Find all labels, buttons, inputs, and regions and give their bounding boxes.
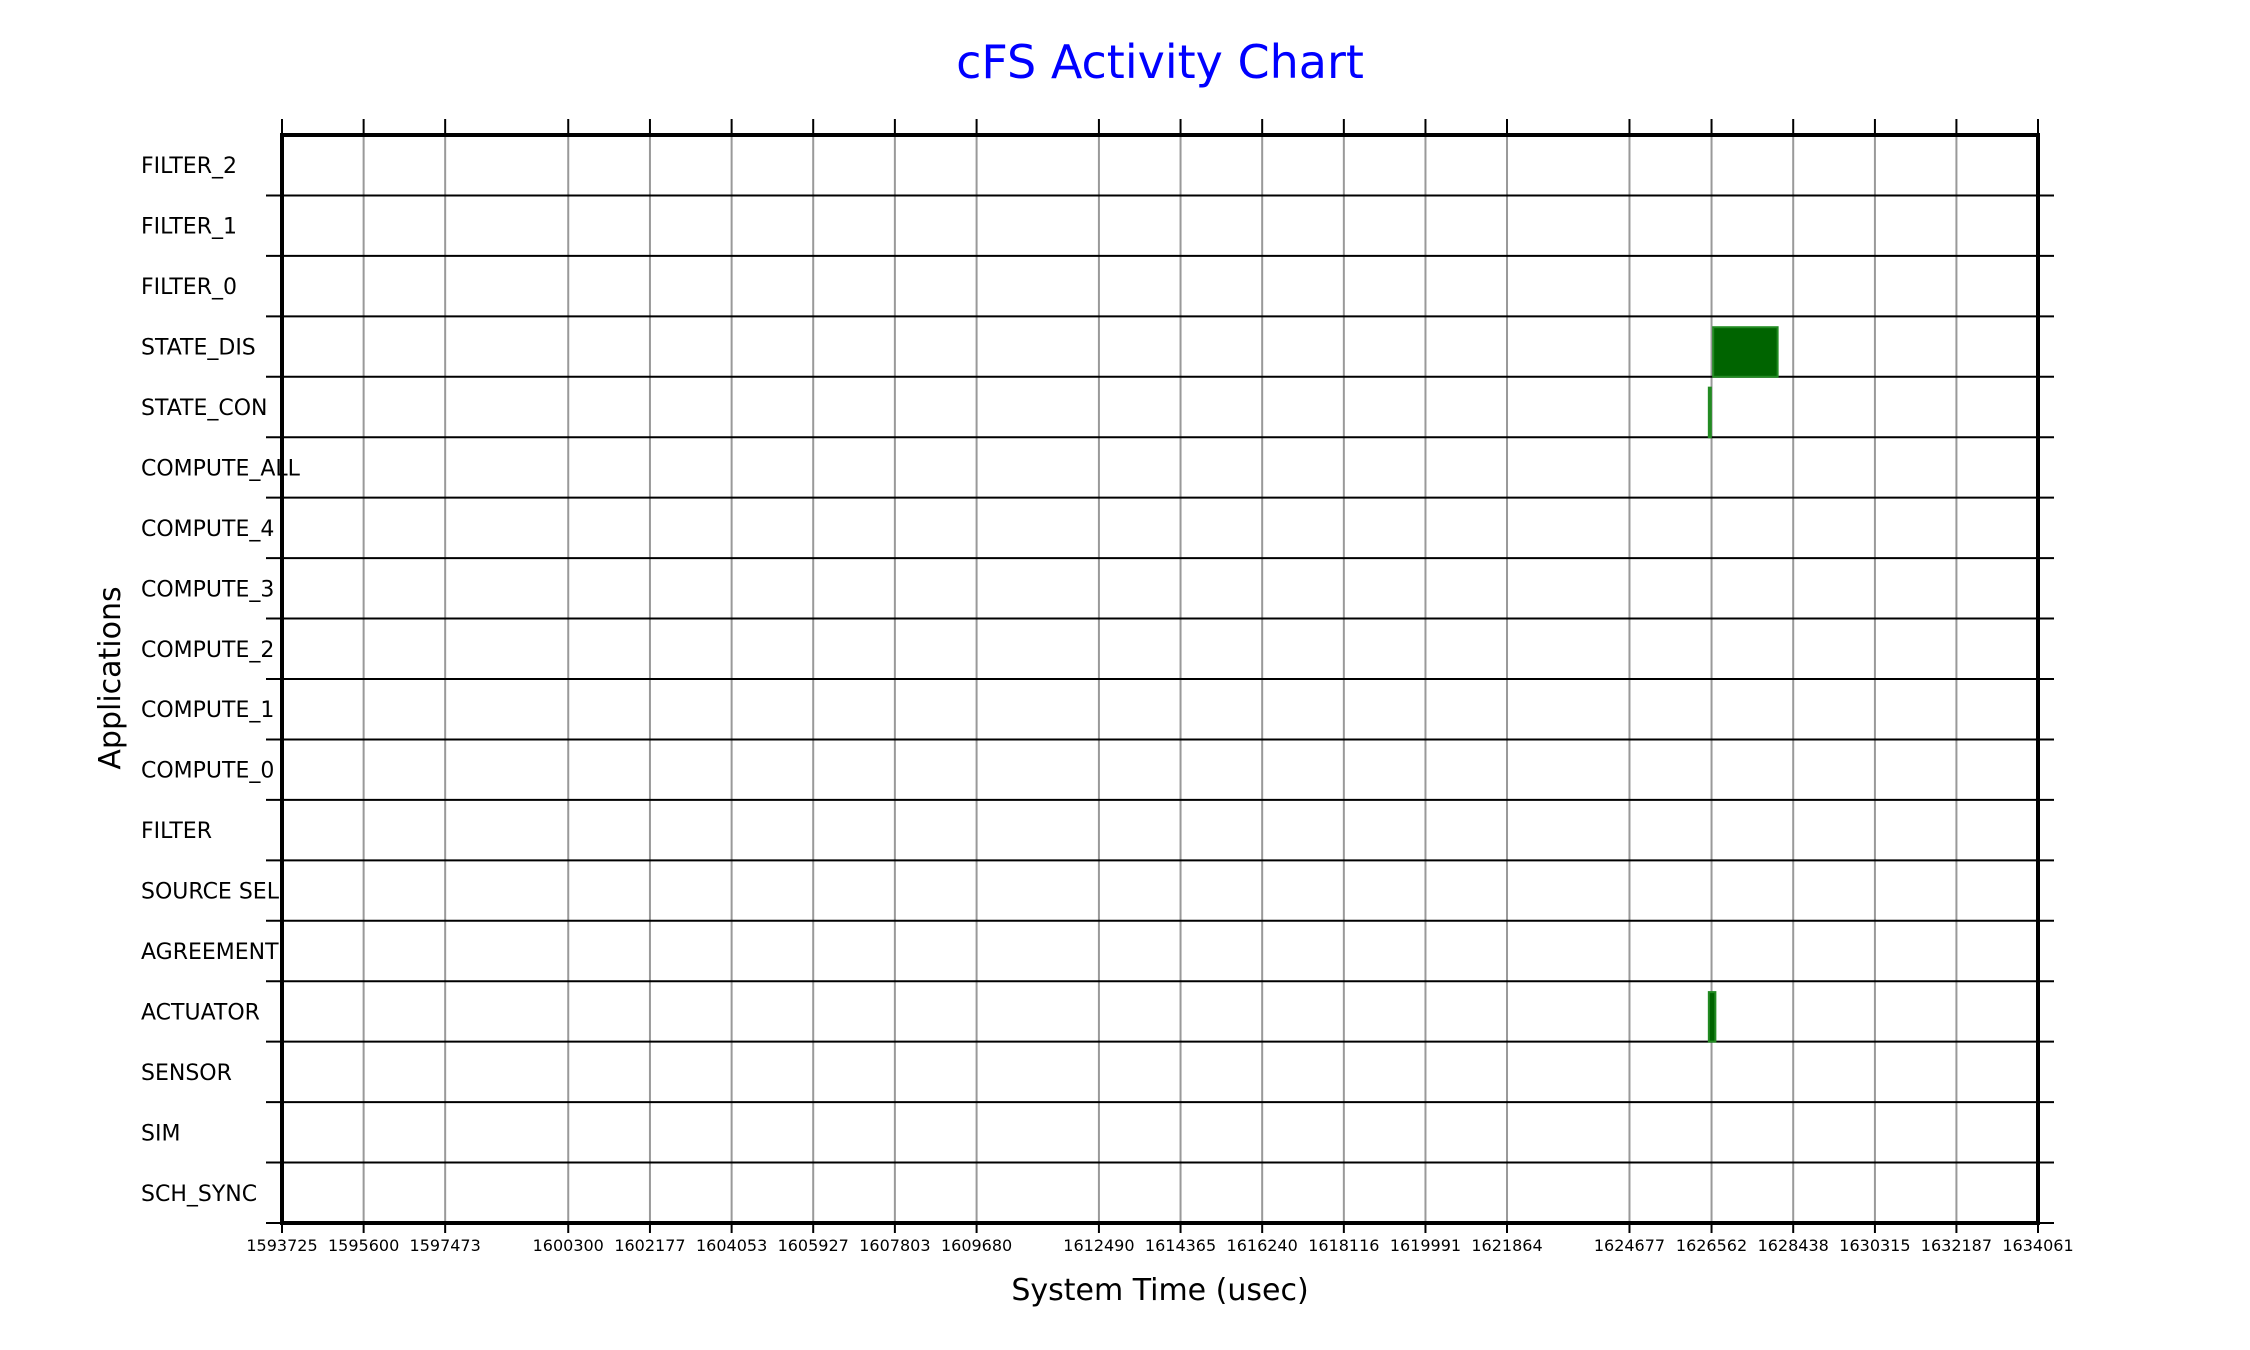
category-label: SOURCE SEL <box>141 880 280 905</box>
category-label: COMPUTE_1 <box>141 698 274 723</box>
x-tick-label: 1619991 <box>1390 1236 1461 1255</box>
x-tick-label: 1607803 <box>859 1236 930 1255</box>
grid-lines <box>281 119 2039 1233</box>
x-tick-label: 1600300 <box>533 1236 604 1255</box>
x-tick-label: 1605927 <box>778 1236 849 1255</box>
activity-bars <box>1707 326 1779 1043</box>
category-label: AGREEMENT <box>141 940 279 965</box>
category-label: COMPUTE_2 <box>141 638 274 663</box>
category-label: ACTUATOR <box>141 1000 260 1025</box>
x-tick-label: 1621864 <box>1471 1236 1542 1255</box>
x-tick-label: 1614365 <box>1145 1236 1216 1255</box>
category-label: COMPUTE_3 <box>141 577 274 602</box>
chart-title: cFS Activity Chart <box>956 35 1364 89</box>
category-label: STATE_DIS <box>141 336 256 361</box>
x-axis-label: System Time (usec) <box>1011 1273 1308 1308</box>
x-tick-label: 1618116 <box>1308 1236 1379 1255</box>
x-tick-label: 1626562 <box>1676 1236 1747 1255</box>
x-tick-label: 1616240 <box>1227 1236 1298 1255</box>
x-tick-label: 1595600 <box>328 1236 399 1255</box>
x-tick-label: 1602177 <box>614 1236 685 1255</box>
x-tick-label: 1593725 <box>246 1236 317 1255</box>
activity-bar-actuator <box>1707 991 1717 1043</box>
activity-bar-state-dis <box>1712 326 1779 378</box>
category-label: COMPUTE_0 <box>141 759 274 784</box>
category-label: STATE_CON <box>141 396 268 421</box>
category-label: COMPUTE_ALL <box>141 456 301 481</box>
category-label: SENSOR <box>141 1061 232 1086</box>
category-label: FILTER_1 <box>141 215 237 240</box>
x-tick-labels: 1593725 1595600 1597473 1600300 1602177 16040… <box>246 1236 2073 1255</box>
x-tick-label: 1630315 <box>1839 1236 1910 1255</box>
plot-frame <box>280 133 2040 1225</box>
x-tick-label: 1597473 <box>410 1236 481 1255</box>
category-label: SIM <box>141 1121 180 1146</box>
x-tick-label: 1634061 <box>2002 1236 2073 1255</box>
category-label: FILTER_0 <box>141 275 237 300</box>
category-labels: FILTER_2 FILTER_1 FILTER_0 STATE_DIS STATE_C… <box>141 154 301 1207</box>
x-tick-label: 1632187 <box>1921 1236 1992 1255</box>
y-axis-label: Applications <box>93 586 128 769</box>
category-label: FILTER_2 <box>141 154 237 179</box>
category-label: COMPUTE_4 <box>141 517 274 542</box>
x-tick-label: 1609680 <box>941 1236 1012 1255</box>
x-tick-label: 1628438 <box>1758 1236 1829 1255</box>
activity-bar-state-con <box>1707 386 1712 439</box>
category-label: SCH_SYNC <box>141 1182 257 1207</box>
x-tick-label: 1612490 <box>1063 1236 1134 1255</box>
category-label: FILTER <box>141 819 212 844</box>
x-tick-label: 1624677 <box>1594 1236 1665 1255</box>
x-tick-label: 1604053 <box>696 1236 767 1255</box>
row-separators <box>266 194 2054 1224</box>
